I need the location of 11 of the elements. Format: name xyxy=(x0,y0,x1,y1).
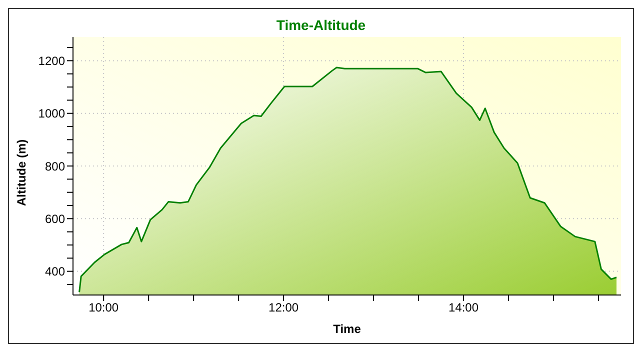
y-axis-title: Altitude (m) xyxy=(14,139,28,206)
x-tick-label: 14:00 xyxy=(448,300,479,315)
chart-title: Time-Altitude xyxy=(275,17,367,33)
x-tick-label: 12:00 xyxy=(268,300,299,315)
y-tick-label: 1000 xyxy=(38,106,66,121)
y-tick-label: 400 xyxy=(44,264,66,279)
y-tick-label: 1200 xyxy=(38,54,66,68)
x-tick-label: 10:00 xyxy=(88,300,119,315)
y-tick-label: 600 xyxy=(44,212,66,226)
x-axis-title: Time xyxy=(333,322,362,336)
y-tick-label: 800 xyxy=(44,159,66,174)
